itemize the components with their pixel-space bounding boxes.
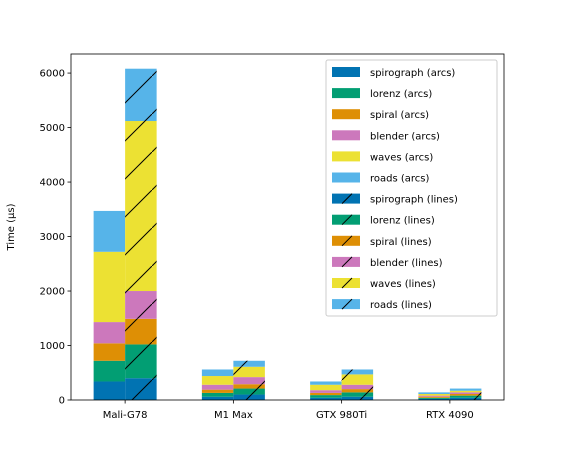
x-tick-label-gtx-980ti: GTX 980Ti	[316, 410, 367, 421]
legend-spirograph-lines-swatch	[332, 193, 360, 204]
bar-gtx-980ti-lorenz-lines-hatch	[341, 392, 374, 397]
bar-m1-max-lorenz-arcs	[201, 392, 234, 397]
legend-waves-arcs-label: waves (arcs)	[370, 152, 433, 163]
legend-box	[325, 59, 498, 317]
legend-blender-lines-label: blender (lines)	[370, 258, 443, 269]
y-tick-label-0: 0	[59, 396, 65, 407]
legend-spirograph-arcs-label: spirograph (arcs)	[370, 68, 455, 79]
bar-m1-max-waves-arcs	[201, 376, 234, 385]
legend-roads-lines-swatch-hatch	[341, 298, 353, 310]
bar-mali-g78-lorenz-lines-hatch	[125, 344, 157, 379]
legend-spiral-arcs-swatch	[332, 109, 360, 120]
bar-gtx-980ti-lorenz-arcs	[310, 395, 342, 398]
bar-m1-max-lorenz-lines-hatch	[233, 388, 265, 395]
bar-gtx-980ti-blender-arcs	[310, 390, 342, 393]
bar-m1-max-spirograph-lines-hatch	[233, 394, 265, 400]
bar-mali-g78-spirograph-arcs	[93, 381, 126, 400]
bar-mali-g78-blender-lines-hatch	[125, 291, 157, 319]
bar-rtx-4090-roads-arcs	[418, 392, 450, 395]
legend-waves-lines-swatch-hatch	[341, 277, 353, 289]
y-tick-label-5000: 5000	[40, 123, 65, 134]
bar-mali-g78-spiral-arcs	[93, 343, 126, 361]
y-tick-label-2000: 2000	[40, 287, 65, 298]
legend-lorenz-lines-label: lorenz (lines)	[370, 216, 435, 227]
bar-mali-g78-blender-arcs	[93, 322, 126, 344]
legend-blender-arcs-swatch	[332, 130, 360, 141]
legend-blender-lines-swatch	[332, 256, 360, 267]
plot-frame	[70, 53, 505, 401]
legend-lorenz-arcs-label: lorenz (arcs)	[370, 89, 432, 100]
bar-mali-g78-spirograph-lines-hatch	[125, 378, 157, 400]
bar-rtx-4090-spirograph-lines-hatch	[449, 397, 482, 400]
bar-m1-max-spirograph-arcs	[201, 396, 234, 400]
bar-rtx-4090-spirograph-arcs	[418, 398, 450, 400]
bar-rtx-4090-waves-lines-hatch	[449, 390, 482, 393]
bar-m1-max-spiral-lines-hatch	[233, 384, 265, 389]
bar-gtx-980ti-roads-arcs	[310, 381, 342, 385]
legend-roads-arcs-swatch	[332, 172, 360, 183]
axes-layer: 0 1000 2000 3000 4000 5000 6000 Mali-G78 M1 Max G…	[6, 53, 505, 421]
legend-waves-lines-label: waves (lines)	[370, 279, 436, 290]
bar-rtx-4090-roads-lines-hatch	[449, 388, 482, 391]
bar-gtx-980ti-spiral-lines-hatch	[341, 389, 374, 393]
legend-waves-lines-swatch	[332, 278, 360, 288]
bar-m1-max-roads-arcs	[201, 369, 234, 377]
legend-roads-arcs-label: roads (arcs)	[370, 174, 430, 185]
bar-mali-g78-spiral-lines-hatch	[125, 318, 157, 345]
bar-mali-g78-roads-arcs	[93, 210, 126, 252]
y-tick-label-4000: 4000	[40, 178, 65, 189]
bar-gtx-980ti-waves-arcs	[310, 384, 342, 391]
bar-mali-g78-waves-arcs	[93, 251, 126, 323]
y-tick-label-3000: 3000	[40, 232, 65, 243]
legend: spirograph (arcs) lorenz (arcs) spiral (ar…	[325, 59, 498, 317]
legend-lorenz-lines-swatch	[332, 214, 360, 225]
bar-gtx-980ti-roads-lines-hatch	[341, 369, 374, 375]
bar-mali-g78-waves-lines-hatch	[125, 121, 157, 292]
x-tick-label-m1-max: M1 Max	[214, 410, 253, 421]
bar-m1-max-blender-lines-hatch	[233, 377, 265, 385]
bar-rtx-4090-blender-arcs	[418, 395, 450, 397]
bar-mali-g78-lorenz-arcs	[93, 360, 126, 382]
x-tick-label-rtx-4090: RTX 4090	[426, 410, 474, 421]
bar-mali-g78-roads-lines-hatch	[125, 68, 157, 122]
legend-spiral-lines-swatch	[332, 235, 360, 246]
legend-blender-arcs-label: blender (arcs)	[370, 131, 440, 142]
y-tick-label-6000: 6000	[40, 69, 65, 80]
legend-lorenz-arcs-swatch	[332, 88, 360, 99]
bar-rtx-4090-blender-lines-hatch	[449, 392, 482, 395]
bar-gtx-980ti-spirograph-arcs	[310, 397, 342, 400]
legend-spirograph-lines-label: spirograph (lines)	[370, 195, 458, 206]
bar-rtx-4090-lorenz-arcs	[418, 397, 450, 399]
legend-roads-lines-label: roads (lines)	[370, 300, 432, 311]
legend-lorenz-lines-swatch-hatch	[341, 214, 353, 226]
bar-gtx-980ti-waves-lines-hatch	[341, 374, 374, 385]
bar-m1-max-blender-arcs	[201, 384, 234, 390]
bar-rtx-4090-spiral-lines-hatch	[449, 394, 482, 396]
bar-m1-max-spiral-arcs	[201, 389, 234, 393]
legend-blender-lines-swatch-hatch	[341, 256, 353, 268]
legend-roads-lines-swatch	[332, 299, 360, 310]
y-tick-label-1000: 1000	[40, 341, 65, 352]
bars-layer	[93, 68, 482, 400]
bar-gtx-980ti-spirograph-lines-hatch	[341, 396, 374, 400]
bar-rtx-4090-spiral-arcs	[418, 396, 450, 398]
bar-rtx-4090-waves-arcs	[418, 394, 450, 396]
legend-spirograph-lines-swatch-hatch	[341, 193, 353, 204]
legend-spiral-arcs-label: spiral (arcs)	[370, 110, 429, 121]
legend-waves-arcs-swatch	[332, 151, 360, 162]
bar-m1-max-waves-lines-hatch	[233, 366, 265, 378]
bar-gtx-980ti-spiral-arcs	[310, 392, 342, 396]
legend-spirograph-arcs-swatch	[332, 67, 360, 77]
legend-spiral-lines-swatch-hatch	[341, 235, 353, 247]
bar-gtx-980ti-blender-lines-hatch	[341, 384, 374, 390]
legend-spiral-lines-label: spiral (lines)	[370, 237, 432, 248]
x-tick-label-mali-g78: Mali-G78	[103, 410, 148, 421]
y-axis-label: Time (μs)	[6, 203, 17, 251]
bar-m1-max-roads-lines-hatch	[233, 360, 265, 367]
bar-rtx-4090-lorenz-lines-hatch	[449, 395, 482, 398]
